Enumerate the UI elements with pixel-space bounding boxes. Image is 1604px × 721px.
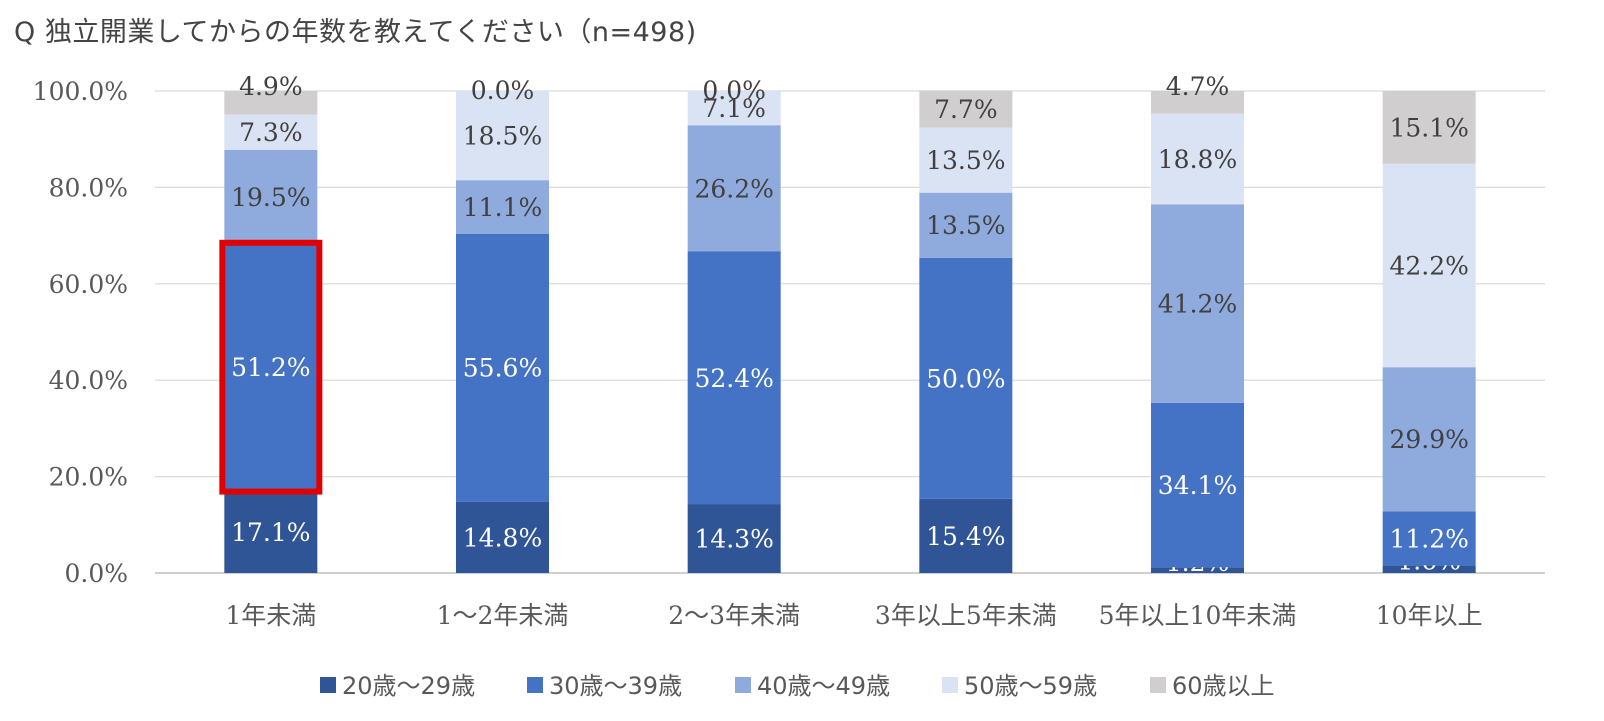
bar-segment (1382, 565, 1476, 573)
bar-segment (456, 180, 549, 234)
bar-segment (919, 127, 1013, 193)
x-tick-label: 3年以上5年未満 (875, 601, 1057, 630)
legend-label: 50歳〜59歳 (964, 672, 1097, 700)
data-label: 0.0% (471, 76, 535, 105)
data-label: 26.2% (694, 174, 773, 203)
data-label: 13.5% (926, 211, 1005, 240)
bar-segment (919, 192, 1013, 258)
bar-segment (456, 91, 549, 181)
y-tick-label: 20.0% (49, 463, 128, 492)
bar-segment (687, 504, 781, 573)
data-label: 15.4% (926, 522, 1005, 551)
bar-segment (456, 233, 549, 502)
bar-segment (1151, 204, 1244, 403)
y-tick-label: 100.0% (33, 77, 128, 106)
data-label: 13.5% (926, 146, 1005, 175)
highlight-box (219, 239, 323, 495)
bar-segment (456, 501, 549, 573)
legend-swatch (735, 677, 751, 693)
bar-segment (919, 257, 1013, 499)
y-axis: 0.0% 20.0% 40.0% 60.0% 80.0% 100.0% (33, 77, 128, 588)
data-label: 18.5% (463, 122, 542, 151)
data-label: 18.8% (1158, 145, 1237, 174)
data-label: 29.9% (1389, 425, 1468, 454)
y-tick-label: 80.0% (49, 173, 128, 202)
x-axis: 1年未満 1〜2年未満 2〜3年未満 3年以上5年未満 5年以上10年未満 10年以上 (225, 601, 1482, 630)
bar-segment (1151, 567, 1244, 573)
x-tick-label: 1年未満 (225, 601, 316, 630)
x-tick-label: 10年以上 (1376, 601, 1483, 630)
data-label: 7.1% (702, 94, 766, 123)
bar-segment (224, 114, 318, 150)
bar-segment (1382, 163, 1476, 368)
data-label: 51.2% (231, 353, 310, 382)
bar-segment (919, 90, 1013, 128)
bar-segment (687, 125, 781, 252)
data-label: 17.1% (231, 518, 310, 547)
bar-segment (224, 490, 318, 573)
x-tick-label: 1〜2年未満 (437, 601, 569, 630)
data-label: 55.6% (463, 354, 542, 383)
data-label: 50.0% (926, 364, 1005, 393)
bar-segment (687, 91, 781, 126)
bar-segment (1151, 113, 1244, 205)
bar-segment (1382, 91, 1476, 164)
data-label: 42.2% (1389, 251, 1468, 280)
bar-segment (224, 91, 318, 115)
legend-label: 30歳〜39歳 (549, 672, 682, 700)
gridlines (155, 90, 1545, 574)
data-label: 4.9% (239, 72, 303, 101)
y-tick-label: 40.0% (49, 366, 128, 395)
data-label: 11.1% (463, 193, 542, 222)
data-label: 34.1% (1158, 471, 1237, 500)
legend-swatch (942, 677, 958, 693)
data-label: 52.4% (694, 364, 773, 393)
legend-swatch (527, 677, 543, 693)
bar-segment (687, 251, 781, 505)
data-label: 0.0% (702, 76, 766, 105)
data-label: 15.1% (1389, 113, 1468, 142)
data-label: 14.3% (694, 525, 773, 554)
y-tick-label: 60.0% (49, 270, 128, 299)
legend-swatch (1150, 677, 1166, 693)
legend-swatch (320, 677, 336, 693)
data-label: 41.2% (1158, 290, 1237, 319)
bars: 17.1% 51.2% 19.5% 7.3% 4.9% 14.8% 55.6% 11.1% 18… (219, 72, 1476, 577)
data-label: 7.7% (934, 95, 998, 124)
legend-label: 40歳〜49歳 (757, 672, 890, 700)
legend-label: 60歳以上 (1172, 672, 1275, 700)
data-label: 14.8% (463, 523, 542, 552)
bar-segment (224, 149, 318, 244)
x-tick-label: 5年以上10年未満 (1099, 601, 1297, 630)
data-label: 19.5% (231, 183, 310, 212)
chart-title: Q 独立開業してからの年数を教えてください（n=498) (14, 17, 697, 48)
legend: 20歳〜29歳 30歳〜39歳 40歳〜49歳 50歳〜59歳 60歳以上 (320, 672, 1275, 700)
bar-segment (1382, 511, 1476, 566)
bar-segment (224, 243, 318, 491)
data-label: 4.7% (1166, 72, 1230, 101)
data-label: 11.2% (1389, 524, 1468, 553)
bar-segment (919, 498, 1013, 573)
bar-segment (1382, 367, 1476, 512)
bar-segment (1151, 91, 1244, 114)
data-label: 7.3% (239, 118, 303, 147)
y-tick-label: 0.0% (64, 559, 128, 588)
x-tick-label: 2〜3年未満 (668, 601, 800, 630)
legend-label: 20歳〜29歳 (342, 672, 475, 700)
bar-segment (1151, 402, 1244, 568)
